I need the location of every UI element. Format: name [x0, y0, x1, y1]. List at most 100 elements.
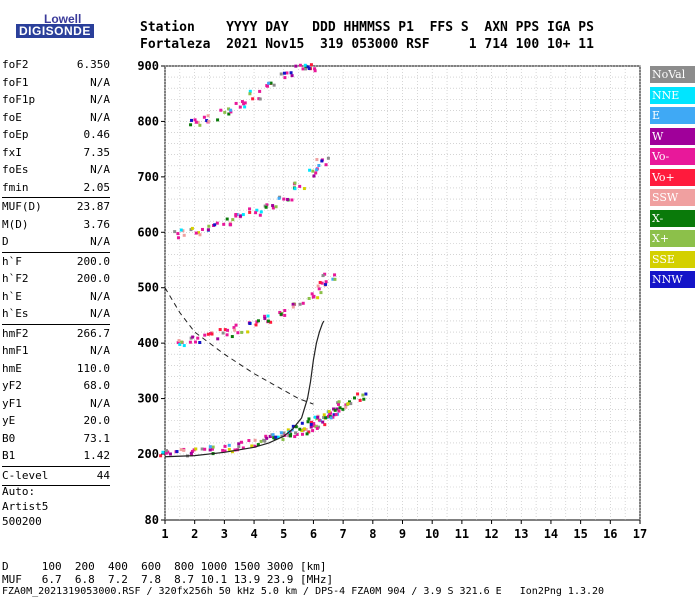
- data-point: [337, 400, 341, 404]
- data-point: [309, 63, 313, 67]
- data-point: [271, 433, 275, 437]
- x-tick-label: 10: [425, 527, 439, 541]
- data-point: [271, 204, 275, 208]
- data-point: [192, 448, 196, 452]
- param-value: 20.0: [83, 414, 111, 427]
- param-value: N/A: [90, 235, 110, 248]
- data-point: [279, 72, 283, 76]
- data-point: [210, 447, 214, 451]
- param-row: yF1 N/A: [2, 397, 110, 413]
- y-tick-label: 600: [137, 225, 159, 239]
- y-tick-label: 700: [137, 170, 159, 184]
- x-tick-label: 8: [369, 527, 376, 541]
- data-point: [304, 427, 308, 431]
- data-point: [190, 118, 194, 122]
- param-label: yF2: [2, 379, 22, 392]
- legend-item: X+: [650, 230, 695, 247]
- x-tick-label: 12: [484, 527, 498, 541]
- data-point: [254, 323, 258, 327]
- x-tick-label: 17: [633, 527, 647, 541]
- data-point: [182, 448, 186, 452]
- param-value: N/A: [90, 396, 110, 410]
- logo-digisonde-text: DIGISONDE: [16, 24, 94, 38]
- data-point: [258, 89, 262, 93]
- param-row: h`E N/A: [2, 290, 110, 306]
- data-point: [290, 74, 294, 78]
- data-point: [361, 393, 365, 397]
- data-point: [188, 340, 192, 344]
- param-row: hmF1 N/A: [2, 344, 110, 360]
- data-point: [306, 420, 310, 424]
- data-point: [243, 105, 247, 109]
- param-row: foF1 N/A: [2, 76, 110, 92]
- data-point: [206, 332, 210, 336]
- x-tick-label: 3: [221, 527, 228, 541]
- data-point: [307, 296, 311, 300]
- param-label: foF1p: [2, 93, 36, 106]
- data-point: [358, 398, 362, 402]
- auto-info: Auto: Artist5 500200: [2, 484, 48, 529]
- data-point: [232, 326, 236, 330]
- data-point: [323, 423, 327, 427]
- data-point: [316, 284, 320, 288]
- param-value: 110.0: [76, 361, 110, 375]
- x-tick-label: 7: [340, 527, 347, 541]
- data-point: [278, 310, 282, 314]
- data-point: [353, 396, 357, 400]
- data-point: [227, 447, 231, 451]
- data-point: [190, 226, 194, 230]
- legend-item: SSW: [650, 189, 695, 206]
- data-point: [203, 447, 207, 451]
- data-point: [242, 102, 246, 106]
- data-point: [181, 229, 185, 233]
- data-point: [312, 422, 316, 426]
- data-point: [248, 207, 252, 211]
- data-point: [223, 444, 227, 448]
- data-point: [293, 435, 297, 439]
- data-point: [315, 426, 319, 430]
- data-point: [322, 416, 326, 420]
- param-separator: [2, 465, 110, 467]
- data-point: [322, 413, 326, 417]
- data-point: [203, 333, 207, 337]
- param-value: 44: [96, 468, 110, 482]
- param-row: D N/A: [2, 235, 110, 251]
- data-point: [289, 432, 293, 436]
- data-point: [364, 392, 368, 396]
- data-point: [180, 340, 184, 344]
- data-point: [176, 236, 180, 240]
- data-point: [329, 416, 333, 420]
- param-row: MUF(D) 23.87: [2, 200, 110, 216]
- data-point: [234, 101, 238, 105]
- param-label: C-level: [2, 468, 49, 482]
- data-point: [236, 331, 240, 335]
- param-separator: [2, 485, 110, 486]
- data-point: [216, 118, 220, 122]
- data-point: [314, 425, 318, 429]
- data-point: [259, 439, 263, 443]
- data-point: [198, 340, 202, 344]
- data-point: [241, 213, 245, 217]
- param-separator: [2, 197, 110, 198]
- data-point: [303, 63, 307, 67]
- param-label: hmF2: [2, 326, 29, 340]
- data-point: [346, 402, 350, 406]
- legend-item: E: [650, 107, 695, 124]
- data-point: [248, 89, 252, 93]
- data-point: [196, 336, 200, 340]
- data-point: [231, 218, 235, 222]
- param-row: yE 20.0: [2, 414, 110, 430]
- data-point: [230, 450, 234, 454]
- data-point: [207, 224, 211, 228]
- data-point: [324, 282, 328, 286]
- param-label: foF2: [2, 58, 29, 71]
- param-row: C-level 44: [2, 469, 110, 485]
- data-point: [202, 115, 206, 119]
- data-point: [309, 422, 313, 426]
- param-row: hmF2 266.7: [2, 327, 110, 343]
- data-point: [303, 67, 307, 71]
- data-point: [291, 302, 295, 306]
- data-point: [326, 156, 330, 160]
- x-tick-label: 11: [455, 527, 469, 541]
- param-value: N/A: [90, 93, 110, 106]
